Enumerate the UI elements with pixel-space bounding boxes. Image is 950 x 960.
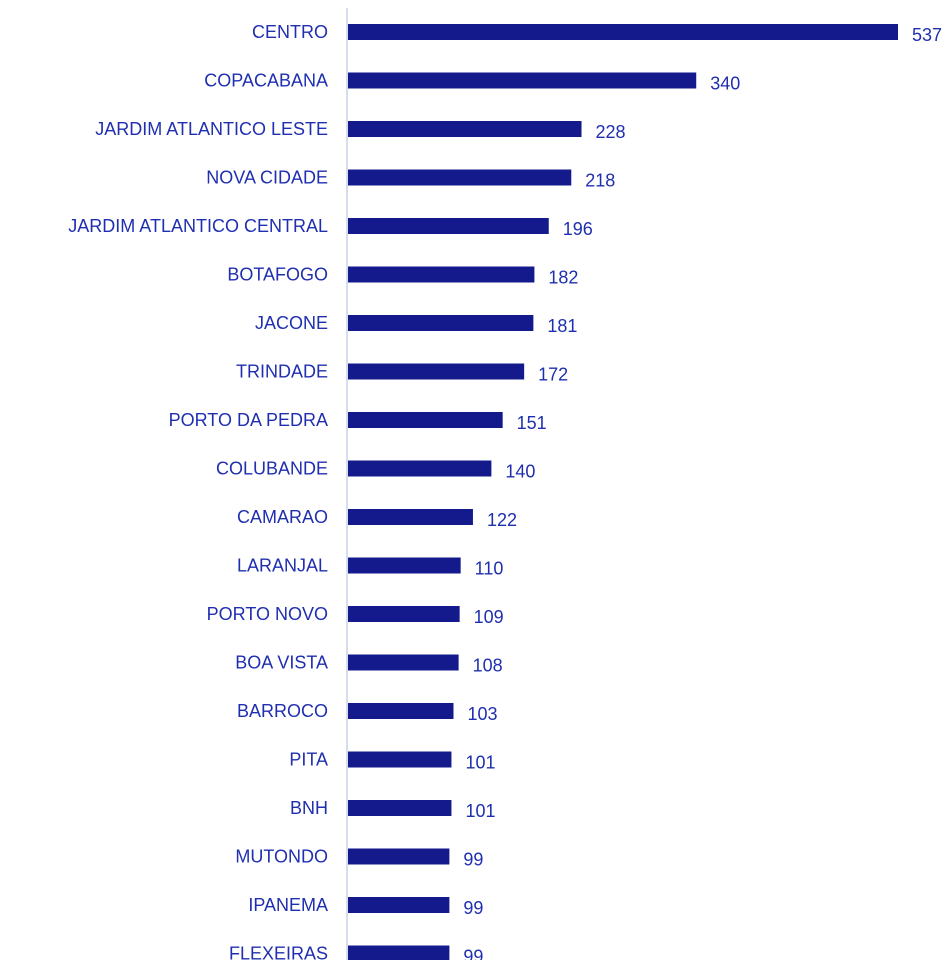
category-label: FLEXEIRAS <box>229 944 328 960</box>
value-label: 228 <box>596 122 626 142</box>
category-label: NOVA CIDADE <box>206 168 328 188</box>
category-label: PITA <box>289 750 328 770</box>
value-label: 181 <box>547 316 577 336</box>
bar-nova-cidade <box>348 169 572 186</box>
category-label: JARDIM ATLANTICO LESTE <box>95 119 328 139</box>
bar-bnh <box>348 800 452 816</box>
bar-ipanema <box>348 897 450 913</box>
bar-barroco <box>348 703 454 719</box>
category-label: IPANEMA <box>248 895 328 915</box>
bar-jardim-atlantico-central <box>348 218 549 234</box>
bar-copacabana <box>348 72 697 89</box>
value-label: 103 <box>467 704 497 724</box>
category-label: BNH <box>290 798 328 818</box>
bar-centro <box>348 24 898 40</box>
value-label: 182 <box>548 268 578 288</box>
bar-jardim-atlantico-leste <box>348 121 582 137</box>
bar-mutondo <box>348 848 450 865</box>
value-label: 340 <box>710 74 740 94</box>
category-label: COLUBANDE <box>216 459 328 479</box>
category-labels-group: CENTRO COPACABANA JARDIM ATLANTICO LESTE NO… <box>68 22 328 960</box>
value-labels-group: 537 340 228 218 196 182 181 172 151 140 122 110 109 1… <box>463 25 942 960</box>
value-label: 218 <box>585 171 615 191</box>
bar-botafogo <box>348 266 535 283</box>
bars-group <box>348 24 898 960</box>
category-label: MUTONDO <box>235 847 328 867</box>
bar-porto-novo <box>348 606 460 622</box>
value-label: 196 <box>563 219 593 239</box>
category-label: COPACABANA <box>204 71 328 91</box>
value-label: 537 <box>912 25 942 45</box>
category-label: TRINDADE <box>236 362 328 382</box>
value-label: 140 <box>505 462 535 482</box>
value-label: 108 <box>473 656 503 676</box>
value-label: 99 <box>463 898 483 918</box>
category-label: LARANJAL <box>237 556 328 576</box>
bar-porto-da-pedra <box>348 412 503 428</box>
value-label: 172 <box>538 365 568 385</box>
value-label: 109 <box>474 607 504 627</box>
bar-jacone <box>348 315 534 331</box>
bar-flexeiras <box>348 945 450 960</box>
bar-boa-vista <box>348 654 459 671</box>
value-label: 101 <box>465 753 495 773</box>
value-label: 151 <box>517 413 547 433</box>
bar-colubande <box>348 460 492 477</box>
value-label: 101 <box>465 801 495 821</box>
category-label: BOA VISTA <box>235 653 328 673</box>
value-label: 99 <box>463 850 483 870</box>
category-label: CENTRO <box>252 22 328 42</box>
value-label: 99 <box>463 947 483 960</box>
category-label: JACONE <box>255 313 328 333</box>
category-label: BARROCO <box>237 701 328 721</box>
category-label: CAMARAO <box>237 507 328 527</box>
category-label: PORTO NOVO <box>207 604 328 624</box>
category-label: JARDIM ATLANTICO CENTRAL <box>68 216 328 236</box>
category-label: PORTO DA PEDRA <box>169 410 328 430</box>
bar-pita <box>348 751 452 768</box>
value-label: 122 <box>487 510 517 530</box>
value-label: 110 <box>475 559 504 579</box>
bar-camarao <box>348 509 473 525</box>
category-label: BOTAFOGO <box>227 265 328 285</box>
bar-trindade <box>348 363 525 380</box>
bar-laranjal <box>348 557 461 574</box>
